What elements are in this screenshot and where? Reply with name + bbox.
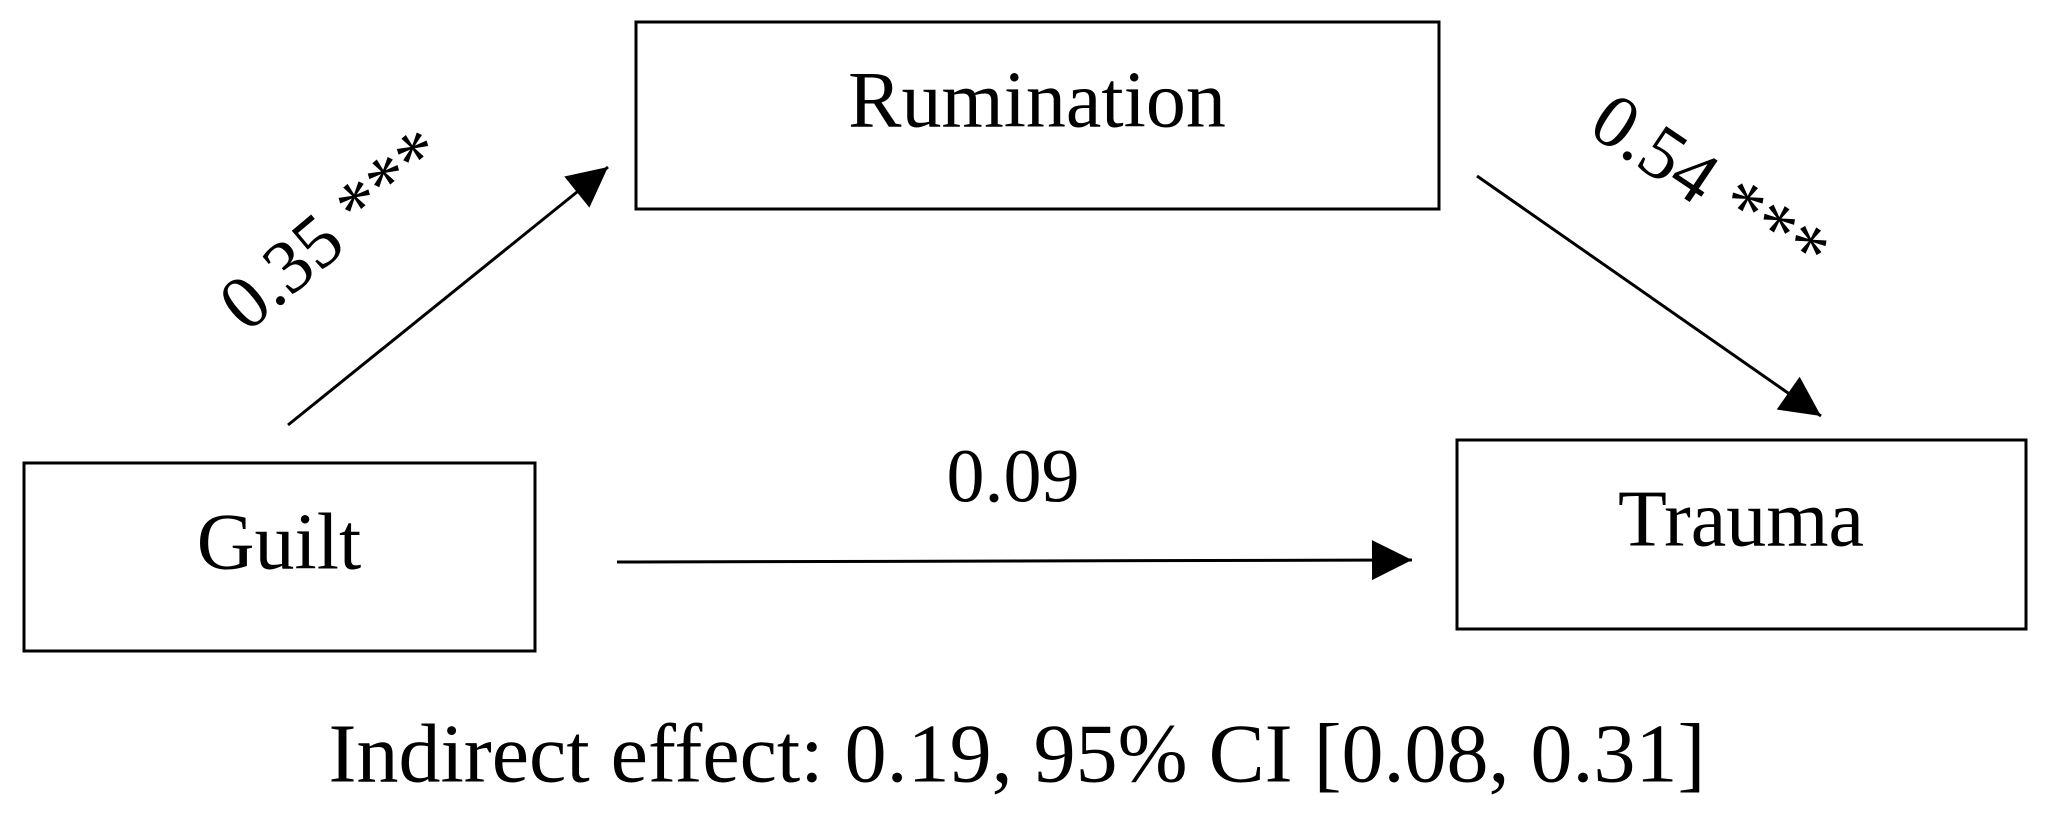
node-label: Guilt [197,498,361,586]
edge-label: 0.35 *** [203,112,461,347]
arrow [1476,174,1822,418]
edge-label: 0.09 [947,434,1080,518]
arrow [287,165,609,427]
node-label: Rumination [848,56,1226,144]
node-box [634,20,1441,211]
edge-label: 0.54 *** [1576,77,1843,295]
arrow [616,540,1413,581]
node-label: Trauma [1618,475,1864,563]
footer: Indirect effect: 0.19, 95% CI [0.08, 0.3… [328,707,1705,800]
node-box [1455,438,2028,631]
node-box [22,461,537,653]
